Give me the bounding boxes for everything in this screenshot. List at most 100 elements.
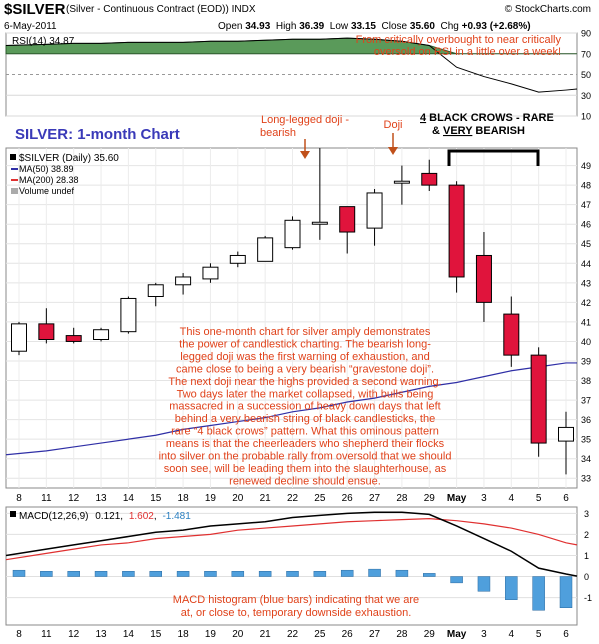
annotation-crows-line2: & VERY BEARISH xyxy=(432,125,525,137)
crows-bracket xyxy=(447,149,540,166)
commentary-line: Two days later the market collapsed, wit… xyxy=(177,388,434,400)
x-label-bottom: 15 xyxy=(150,629,162,640)
candle-down xyxy=(503,313,520,356)
macd-hist-bar xyxy=(423,573,436,577)
x-label-top: 8 xyxy=(16,493,22,504)
commentary-line: behind a very bearish string of black ca… xyxy=(175,413,435,425)
x-label-top: 19 xyxy=(205,493,217,504)
macd-legend-hist: -1.481 xyxy=(162,511,191,522)
x-label-top: 29 xyxy=(424,493,436,504)
legend-volume: Volume undef xyxy=(19,186,75,196)
macd-hist-bar xyxy=(559,576,573,608)
chart-title: SILVER: 1-month Chart xyxy=(15,126,180,143)
macd-legend-label: MACD(12,26,9) xyxy=(19,511,88,522)
x-label-top: 25 xyxy=(314,493,326,504)
macd-line xyxy=(5,511,578,577)
candle-up xyxy=(366,192,383,229)
annotation-doji: Doji xyxy=(384,119,403,131)
macd-hist-bar xyxy=(532,576,545,611)
price-tick-label: 37 xyxy=(581,396,591,406)
x-label-bottom: 20 xyxy=(232,629,244,640)
x-axis-labels-top: 8 11 12 13 14 15 18 19 20 21 22 25 26 27 28 29 May 3 4 5 6 xyxy=(16,493,569,504)
macd-hist-bar xyxy=(149,571,162,577)
candle-down xyxy=(530,354,547,444)
price-tick-label: 45 xyxy=(581,239,591,249)
macd-legend-value: 0.121 xyxy=(95,511,120,522)
price-tick-label: 38 xyxy=(581,376,591,386)
price-tick-label: 39 xyxy=(581,356,591,366)
x-label-bottom: 28 xyxy=(396,629,408,640)
macd-legend-signal: 1.602 xyxy=(129,511,154,522)
commentary-line: means is that the cheerleaders who sheph… xyxy=(166,438,445,450)
commentary-line: massacred in a succession of heavy down … xyxy=(169,401,440,413)
x-label-bottom: 19 xyxy=(205,629,217,640)
macd-hist-bar xyxy=(40,571,53,577)
price-tick-label: 42 xyxy=(581,298,591,308)
commentary-line: into silver on the probable rally from o… xyxy=(159,451,452,463)
candle-down xyxy=(339,206,356,233)
x-label-bottom: 26 xyxy=(342,629,354,640)
candle-up xyxy=(202,266,219,280)
macd-hist-bar xyxy=(395,569,409,577)
source-credit: © StockCharts.com xyxy=(504,4,591,15)
ticker-symbol: $SILVER xyxy=(4,1,66,18)
low-value: 33.15 xyxy=(350,21,376,32)
price-tick-label: 41 xyxy=(581,317,591,327)
macd-hist-bar xyxy=(176,571,190,577)
open-value: 34.93 xyxy=(245,21,271,32)
x-label-top: 11 xyxy=(41,493,52,504)
rsi-tick-label: 30 xyxy=(581,91,591,101)
commentary-line: soon see, will be leading them into the … xyxy=(164,463,447,475)
commentary-line: renewed decline should ensue. xyxy=(229,475,381,487)
candle-up xyxy=(311,221,328,225)
price-tick-label: 34 xyxy=(581,454,591,464)
price-tick-label: 33 xyxy=(581,474,591,484)
high-value: 36.39 xyxy=(299,21,325,32)
macd-hist-bar xyxy=(231,571,245,577)
svg-text:MACD(12,26,9) 0.121,: MACD(12,26,9) 0.121, 1.602, -1.481 xyxy=(19,511,191,522)
x-label-bottom: 3 xyxy=(481,629,487,640)
price-tick-label: 49 xyxy=(581,161,591,171)
macd-panel xyxy=(5,506,578,626)
x-label-top: 4 xyxy=(509,493,515,504)
macd-hist-bar xyxy=(505,576,518,600)
macd-annotation-line2: at, or close to, temporary downside exha… xyxy=(181,607,412,619)
x-label-top: 20 xyxy=(232,493,244,504)
commentary-line: legged doji was the first warning of exh… xyxy=(180,351,430,363)
x-label-top: 5 xyxy=(536,493,542,504)
price-legend: $SILVER (Daily) 35.60 MA(50) 38.89 MA(20… xyxy=(10,153,119,196)
macd-annotation-line1: MACD histogram (blue bars) indicating th… xyxy=(173,594,419,606)
close-value: 35.60 xyxy=(409,21,435,32)
x-label-bottom: 22 xyxy=(287,629,299,640)
x-label-bottom: 11 xyxy=(41,629,52,640)
rsi-annotation-line1: From critically overbought to near criti… xyxy=(356,34,562,46)
macd-hist-bar xyxy=(122,571,135,577)
x-label-bottom: 6 xyxy=(563,629,569,640)
candle-down xyxy=(475,254,492,303)
x-label-top: 22 xyxy=(287,493,299,504)
candle-up xyxy=(284,219,301,249)
x-label-top: 28 xyxy=(396,493,408,504)
candle-up xyxy=(558,426,574,442)
x-label-bottom: 13 xyxy=(95,629,107,640)
macd-hist-bar xyxy=(204,571,217,577)
candle-down xyxy=(421,172,438,186)
annotation-long-legged-line1: Long-legged doji - xyxy=(261,114,349,126)
macd-hist-bar xyxy=(340,569,354,577)
macd-hist-bar xyxy=(450,576,463,584)
candle-up xyxy=(120,297,137,333)
change-value: +0.93 (+2.68%) xyxy=(461,21,531,32)
price-tick-label: 43 xyxy=(581,278,591,288)
x-label-top: 15 xyxy=(150,493,162,504)
macd-hist-bar xyxy=(286,571,299,577)
candle-down xyxy=(448,184,465,278)
rsi-tick-label: 70 xyxy=(581,49,591,59)
macd-hist-bar xyxy=(313,571,327,577)
x-label-bottom: 18 xyxy=(178,629,190,640)
price-tick-label: 35 xyxy=(581,435,591,445)
legend-title: $SILVER (Daily) 35.60 xyxy=(19,153,119,164)
signal-line xyxy=(5,517,578,561)
macd-tick-label: 1 xyxy=(584,551,589,561)
arrowhead-doji xyxy=(388,147,398,155)
